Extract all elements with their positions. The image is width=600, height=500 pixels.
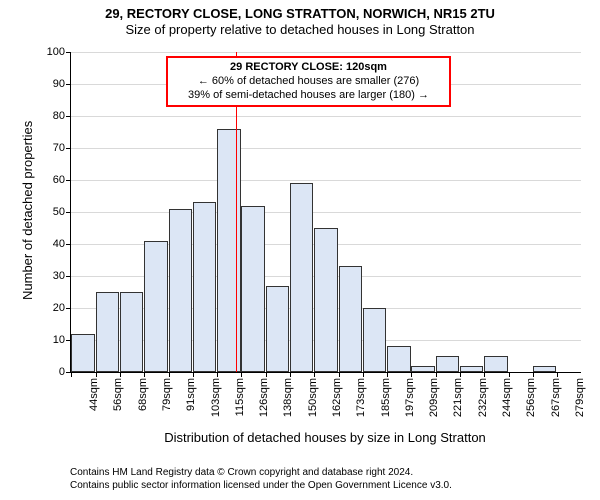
xtick-mark [144,372,145,377]
xtick-label: 221sqm [450,378,464,417]
histogram-bar [484,356,507,372]
histogram-bar [241,206,264,372]
ytick-label: 0 [59,366,71,378]
annotation-line2: ← 60% of detached houses are smaller (27… [174,75,443,89]
xtick-label: 68sqm [135,378,149,411]
xtick-label: 79sqm [159,378,173,411]
xtick-mark [387,372,388,377]
xtick-mark [193,372,194,377]
xtick-label: 115sqm [232,378,246,416]
ytick-label: 90 [53,78,71,90]
annotation-callout: 29 RECTORY CLOSE: 120sqm← 60% of detache… [166,56,451,107]
xtick-mark [339,372,340,377]
histogram-bar [290,183,313,372]
x-axis-title: Distribution of detached houses by size … [70,430,580,445]
xtick-label: 209sqm [426,378,440,417]
histogram-bar [314,228,337,372]
xtick-label: 91sqm [183,378,197,411]
ytick-label: 20 [53,302,71,314]
gridline-h [71,116,581,117]
plot-area: 010203040506070809010044sqm56sqm68sqm79s… [70,52,581,373]
histogram-bar [217,129,240,372]
histogram-bar [533,366,556,372]
xtick-label: 279sqm [572,378,586,417]
ytick-label: 30 [53,270,71,282]
xtick-label: 256sqm [523,378,537,417]
xtick-label: 244sqm [499,378,513,417]
xtick-mark [266,372,267,377]
histogram-bar [193,202,216,372]
annotation-line3: 39% of semi-detached houses are larger (… [174,89,443,103]
xtick-mark [411,372,412,377]
xtick-label: 267sqm [548,378,562,417]
xtick-label: 162sqm [329,378,343,417]
xtick-label: 173sqm [353,378,367,417]
footer-line2: Contains public sector information licen… [70,479,452,492]
xtick-mark [71,372,72,377]
footer-line1: Contains HM Land Registry data © Crown c… [70,466,452,479]
histogram-bar [339,266,362,372]
annotation-line1: 29 RECTORY CLOSE: 120sqm [174,61,443,75]
xtick-mark [509,372,510,377]
xtick-label: 150sqm [305,378,319,417]
histogram-bar [363,308,386,372]
histogram-bar [96,292,119,372]
histogram-bar [436,356,459,372]
histogram-bar [169,209,192,372]
gridline-h [71,212,581,213]
gridline-h [71,180,581,181]
gridline-h [71,148,581,149]
xtick-mark [460,372,461,377]
ytick-label: 70 [53,142,71,154]
ytick-label: 50 [53,206,71,218]
xtick-label: 197sqm [402,378,416,417]
xtick-mark [241,372,242,377]
xtick-label: 56sqm [110,378,124,411]
chart-title-line1: 29, RECTORY CLOSE, LONG STRATTON, NORWIC… [0,0,600,22]
histogram-bar [387,346,410,372]
histogram-bar [460,366,483,372]
xtick-label: 138sqm [280,378,294,417]
histogram-bar [411,366,434,372]
xtick-mark [533,372,534,377]
ytick-label: 100 [47,46,71,58]
histogram-bar [71,334,94,372]
chart-container: { "layout": { "width": 600, "height": 50… [0,0,600,500]
xtick-mark [96,372,97,377]
chart-title-line2: Size of property relative to detached ho… [0,22,600,38]
xtick-mark [436,372,437,377]
xtick-mark [169,372,170,377]
xtick-label: 103sqm [208,378,222,417]
ytick-label: 60 [53,174,71,186]
xtick-label: 44sqm [86,378,100,411]
ytick-label: 10 [53,334,71,346]
ytick-label: 80 [53,110,71,122]
y-axis-title: Number of detached properties [20,121,35,300]
attribution-footer: Contains HM Land Registry data © Crown c… [70,466,452,492]
xtick-mark [484,372,485,377]
xtick-mark [217,372,218,377]
xtick-mark [557,372,558,377]
xtick-mark [363,372,364,377]
histogram-bar [120,292,143,372]
xtick-label: 185sqm [378,378,392,417]
xtick-label: 126sqm [256,378,270,417]
histogram-bar [144,241,167,372]
xtick-mark [314,372,315,377]
ytick-label: 40 [53,238,71,250]
gridline-h [71,52,581,53]
histogram-bar [266,286,289,372]
xtick-mark [290,372,291,377]
xtick-mark [120,372,121,377]
xtick-label: 232sqm [475,378,489,417]
